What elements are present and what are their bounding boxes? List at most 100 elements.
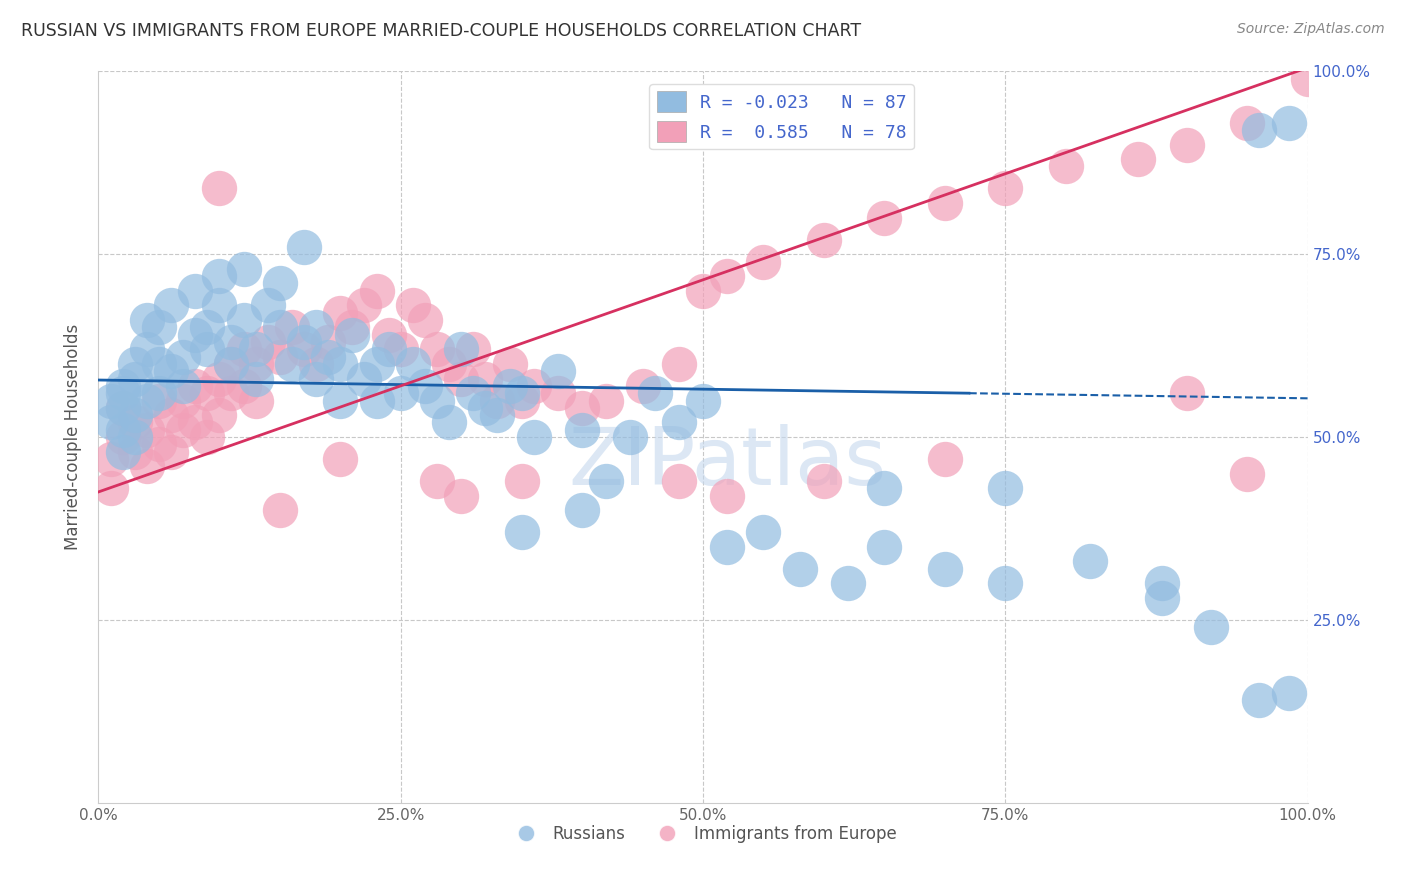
Point [111, 423, 134, 437]
Text: Source: ZipAtlas.com: Source: ZipAtlas.com [1237, 22, 1385, 37]
Point [245, 371, 267, 385]
Point [329, 452, 352, 467]
Point [160, 408, 183, 422]
Point [619, 430, 641, 444]
Point [195, 386, 218, 401]
Point [510, 393, 533, 408]
Point [1236, 467, 1258, 481]
Point [474, 371, 496, 385]
Point [571, 401, 593, 415]
Point [208, 269, 231, 284]
Point [1199, 620, 1222, 634]
Point [232, 379, 254, 393]
Point [269, 350, 291, 364]
Point [1175, 386, 1198, 401]
Point [1128, 152, 1150, 166]
Point [221, 386, 243, 401]
Point [208, 408, 231, 422]
Point [1249, 693, 1271, 707]
Point [148, 437, 170, 451]
Point [934, 562, 956, 576]
Point [366, 393, 388, 408]
Point [752, 525, 775, 540]
Point [281, 357, 304, 371]
Point [148, 357, 170, 371]
Point [232, 343, 254, 357]
Point [1152, 576, 1174, 591]
Point [148, 393, 170, 408]
Point [692, 284, 714, 298]
Point [135, 313, 157, 327]
Point [486, 408, 509, 422]
Point [1078, 554, 1101, 568]
Point [172, 423, 194, 437]
Point [305, 320, 328, 334]
Point [111, 401, 134, 415]
Point [450, 489, 472, 503]
Point [413, 313, 436, 327]
Point [172, 350, 194, 364]
Point [789, 562, 811, 576]
Point [172, 393, 194, 408]
Point [281, 320, 304, 334]
Point [124, 357, 146, 371]
Point [631, 379, 654, 393]
Point [135, 393, 157, 408]
Point [366, 357, 388, 371]
Point [437, 416, 460, 430]
Point [547, 386, 569, 401]
Point [208, 371, 231, 385]
Point [305, 371, 328, 385]
Point [571, 503, 593, 517]
Point [595, 393, 617, 408]
Point [486, 393, 509, 408]
Point [316, 334, 339, 349]
Point [269, 503, 291, 517]
Point [498, 379, 520, 393]
Point [135, 343, 157, 357]
Point [256, 334, 278, 349]
Point [184, 416, 207, 430]
Point [148, 386, 170, 401]
Point [523, 379, 546, 393]
Point [111, 444, 134, 458]
Point [208, 298, 231, 312]
Point [221, 357, 243, 371]
Text: RUSSIAN VS IMMIGRANTS FROM EUROPE MARRIED-COUPLE HOUSEHOLDS CORRELATION CHART: RUSSIAN VS IMMIGRANTS FROM EUROPE MARRIE… [21, 22, 862, 40]
Point [668, 357, 690, 371]
Point [124, 408, 146, 422]
Point [934, 452, 956, 467]
Point [124, 416, 146, 430]
Point [450, 371, 472, 385]
Point [716, 540, 738, 554]
Point [1175, 137, 1198, 152]
Point [135, 459, 157, 474]
Point [402, 298, 425, 312]
Point [135, 423, 157, 437]
Point [426, 343, 449, 357]
Point [160, 298, 183, 312]
Point [305, 357, 328, 371]
Point [195, 343, 218, 357]
Point [292, 334, 315, 349]
Point [232, 261, 254, 276]
Point [329, 393, 352, 408]
Point [1152, 591, 1174, 605]
Point [934, 196, 956, 211]
Point [269, 277, 291, 291]
Point [100, 416, 122, 430]
Point [523, 430, 546, 444]
Point [510, 386, 533, 401]
Point [873, 481, 896, 495]
Text: ZIPatlas: ZIPatlas [568, 424, 886, 501]
Y-axis label: Married-couple Households: Married-couple Households [65, 324, 83, 550]
Point [221, 334, 243, 349]
Point [1249, 123, 1271, 137]
Point [100, 393, 122, 408]
Point [813, 233, 835, 247]
Point [184, 284, 207, 298]
Point [450, 343, 472, 357]
Point [100, 481, 122, 495]
Point [111, 379, 134, 393]
Point [377, 327, 399, 342]
